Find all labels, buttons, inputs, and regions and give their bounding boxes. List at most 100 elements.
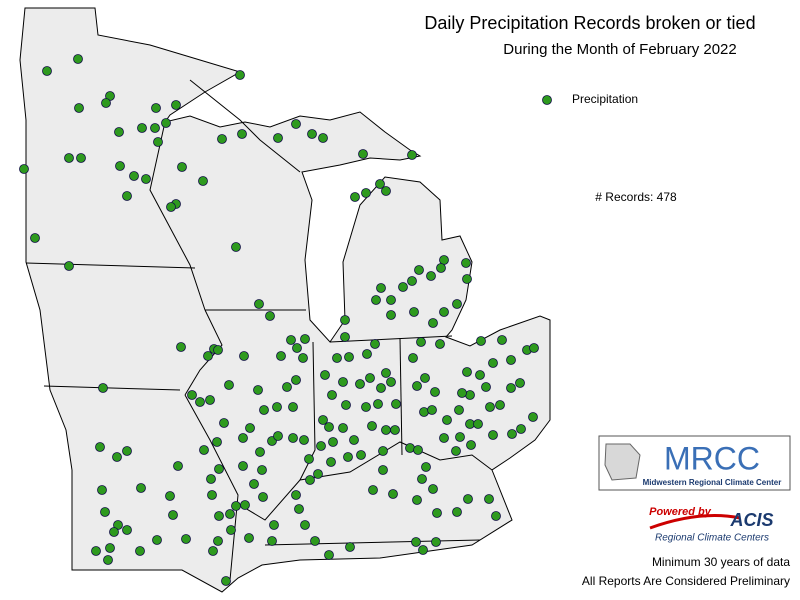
record-dot: [349, 435, 359, 445]
record-dot: [300, 520, 310, 530]
record-dot: [390, 425, 400, 435]
record-dot: [76, 153, 86, 163]
record-dot: [373, 399, 383, 409]
record-dot: [122, 446, 132, 456]
record-dot: [313, 469, 323, 479]
state-line: [149, 121, 206, 311]
record-dot: [516, 424, 526, 434]
record-dot: [212, 437, 222, 447]
record-dot: [405, 443, 415, 453]
record-dot: [391, 399, 401, 409]
state-line: [264, 539, 481, 546]
record-dot: [340, 315, 350, 325]
record-dot: [288, 433, 298, 443]
record-dot: [442, 415, 452, 425]
record-dot: [427, 405, 437, 415]
state-lines: [25, 79, 493, 581]
legend-label: Precipitation: [572, 92, 638, 106]
record-dot: [245, 423, 255, 433]
record-dot: [272, 402, 282, 412]
title: Daily Precipitation Records broken or ti…: [424, 13, 755, 33]
record-dot: [375, 179, 385, 189]
record-dot: [361, 188, 371, 198]
record-dot: [452, 299, 462, 309]
record-dot: [225, 509, 235, 519]
record-dot: [238, 433, 248, 443]
footer-line: All Reports Are Considered Preliminary: [582, 574, 790, 588]
record-dot: [259, 405, 269, 415]
record-dot: [237, 129, 247, 139]
record-dot: [239, 351, 249, 361]
acis-swoosh: [649, 514, 741, 530]
record-dot: [515, 378, 525, 388]
record-dot: [91, 546, 101, 556]
record-dot: [367, 421, 377, 431]
record-dot: [327, 390, 337, 400]
record-dot: [122, 525, 132, 535]
record-dot: [294, 504, 304, 514]
record-dot: [291, 119, 301, 129]
record-dot: [462, 274, 472, 284]
record-dot: [488, 430, 498, 440]
record-dot: [452, 507, 462, 517]
record-dot: [73, 54, 83, 64]
record-dot: [318, 133, 328, 143]
record-dot: [358, 149, 368, 159]
record-dot: [495, 400, 505, 410]
record-dot: [213, 536, 223, 546]
record-dot: [64, 153, 74, 163]
record-dot: [436, 263, 446, 273]
record-dot: [98, 383, 108, 393]
state-line: [43, 385, 181, 391]
record-dot: [258, 492, 268, 502]
record-dot: [208, 546, 218, 556]
record-dot: [408, 353, 418, 363]
record-dot: [231, 501, 241, 511]
record-dot: [273, 431, 283, 441]
record-dot: [299, 435, 309, 445]
record-dot: [292, 343, 302, 353]
record-dot: [528, 412, 538, 422]
record-dot: [439, 433, 449, 443]
record-dot: [217, 134, 227, 144]
record-dot: [420, 373, 430, 383]
record-dot: [463, 494, 473, 504]
record-dot: [42, 66, 52, 76]
record-dot: [412, 381, 422, 391]
record-dot: [198, 176, 208, 186]
record-dot: [199, 445, 209, 455]
record-dot: [488, 358, 498, 368]
record-dot: [150, 123, 160, 133]
record-dot: [414, 265, 424, 275]
record-dot: [181, 534, 191, 544]
record-dot: [291, 490, 301, 500]
record-dot: [407, 276, 417, 286]
record-dot: [240, 500, 250, 510]
record-dot: [152, 535, 162, 545]
record-dot: [109, 527, 119, 537]
record-dot: [231, 242, 241, 252]
record-dot: [151, 103, 161, 113]
record-dot: [129, 171, 139, 181]
record-dot: [362, 349, 372, 359]
record-dot: [481, 382, 491, 392]
record-dot: [19, 164, 29, 174]
mrcc-name: Midwestern Regional Climate Center: [643, 478, 782, 487]
record-dot: [286, 335, 296, 345]
record-dot: [244, 533, 254, 543]
record-dot: [376, 283, 386, 293]
record-dot: [103, 555, 113, 565]
record-dot: [105, 543, 115, 553]
powered-by: Powered by: [649, 506, 712, 518]
state-line: [399, 337, 403, 456]
state-line: [239, 441, 493, 521]
record-dot: [115, 161, 125, 171]
record-dot: [153, 137, 163, 147]
record-dot: [430, 387, 440, 397]
record-dot: [416, 337, 426, 347]
record-dot: [412, 495, 422, 505]
record-dot: [187, 390, 197, 400]
record-dot: [376, 383, 386, 393]
record-dot: [370, 339, 380, 349]
record-dot: [388, 489, 398, 499]
